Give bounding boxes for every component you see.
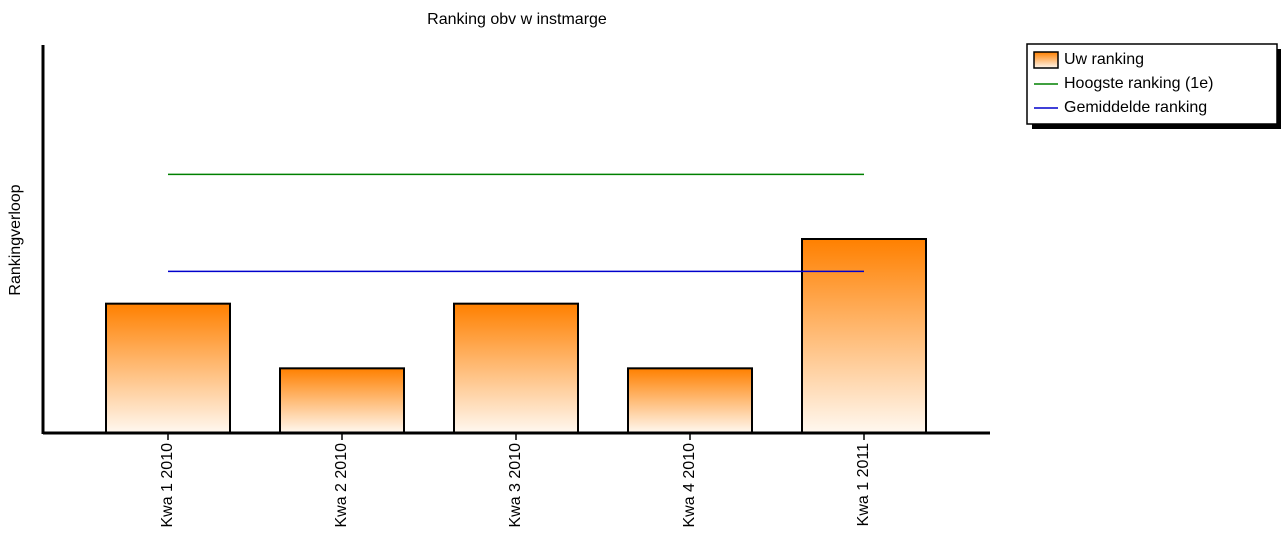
x-tick-label: Kwa 1 2010 — [159, 443, 176, 528]
x-tick-label: Kwa 4 2010 — [681, 443, 698, 528]
legend — [1026, 43, 1278, 125]
bar — [801, 238, 927, 434]
y-axis-label: Rankingverloop — [7, 184, 24, 295]
legend-swatch — [1033, 51, 1059, 69]
x-tick-label: Kwa 2 2010 — [333, 443, 350, 528]
bar — [279, 367, 405, 435]
x-tick-label: Kwa 3 2010 — [507, 443, 524, 528]
legend-label: Hoogste ranking (1e) — [1064, 75, 1213, 92]
chart-title: Ranking obv w instmarge — [427, 11, 607, 28]
legend-label: Gemiddelde ranking — [1064, 99, 1207, 116]
legend-label: Uw ranking — [1064, 51, 1144, 68]
x-tick-label: Kwa 1 2011 — [855, 443, 872, 526]
bar — [105, 302, 231, 434]
bar — [453, 302, 579, 434]
bar — [627, 367, 753, 435]
